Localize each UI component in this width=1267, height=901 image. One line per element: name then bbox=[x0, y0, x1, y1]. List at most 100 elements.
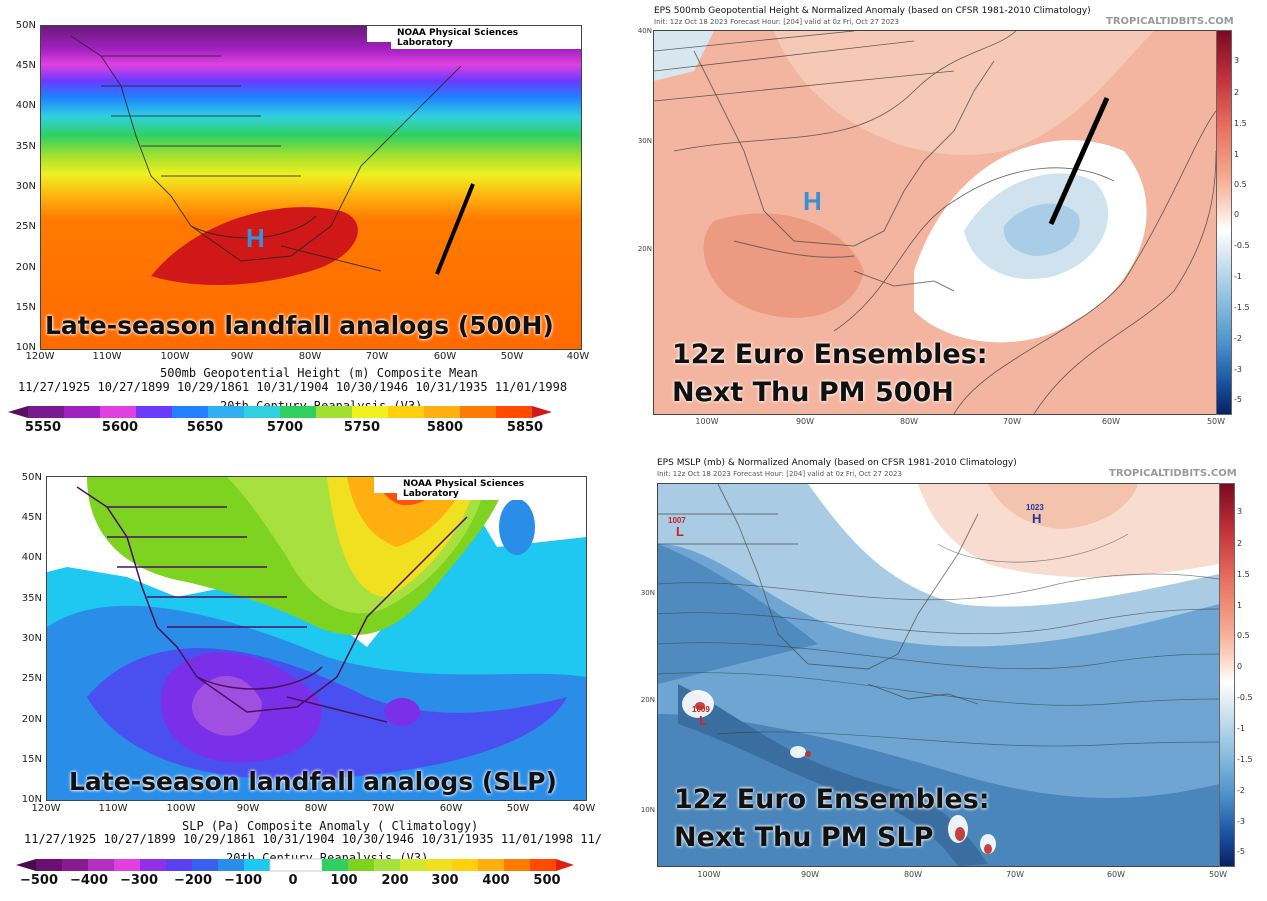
y-tick: 20N bbox=[21, 714, 42, 725]
y-tick: 50N bbox=[21, 472, 42, 483]
height-contours bbox=[41, 26, 581, 349]
map-header: EPS 500mb Geopotential Height & Normaliz… bbox=[654, 6, 1091, 16]
map-eps-mslp: 1023 H 1007 L 1009 L 12z Euro Ensembles:… bbox=[657, 483, 1220, 867]
x-tick: 60W bbox=[1101, 417, 1121, 426]
mslp-anomaly-field bbox=[658, 484, 1219, 866]
height-anomaly-field bbox=[654, 31, 1216, 414]
y-tick: 20N bbox=[640, 696, 655, 704]
caption-dates: 11/27/1925 10/27/1899 10/29/1861 10/31/1… bbox=[24, 832, 602, 846]
slp-anomaly-field bbox=[47, 477, 586, 800]
overlay-line-1: 12z Euro Ensembles: bbox=[674, 784, 990, 815]
x-tick: 110W bbox=[98, 803, 128, 814]
colorbar-500h bbox=[8, 406, 552, 418]
high-pressure-marker: H bbox=[803, 186, 822, 216]
x-tick: 50W bbox=[1206, 417, 1226, 426]
vbar-tick: 1.5 bbox=[1237, 570, 1250, 579]
vbar-tick: 1 bbox=[1234, 150, 1240, 159]
vbar-tick: -3 bbox=[1237, 817, 1245, 826]
colorbar-tick: 0 bbox=[288, 873, 298, 888]
x-tick: 50W bbox=[1208, 870, 1228, 879]
overlay-line-1: 12z Euro Ensembles: bbox=[672, 339, 988, 370]
high-pressure-value: 1023 bbox=[1026, 503, 1044, 512]
y-tick: 10N bbox=[640, 806, 655, 814]
x-tick: 90W bbox=[795, 417, 815, 426]
brand-label: TROPICALTIDBITS.COM bbox=[1109, 468, 1237, 479]
vbar-tick: -1 bbox=[1237, 724, 1245, 733]
colorbar-tick: 200 bbox=[381, 873, 409, 888]
y-tick: 45N bbox=[21, 512, 42, 523]
credit-label: NOAA Physical Sciences Laboratory bbox=[391, 27, 581, 49]
x-tick: 90W bbox=[230, 351, 254, 362]
colorbar-tick: 5700 bbox=[266, 420, 304, 435]
low-pressure-value: 1009 bbox=[692, 705, 710, 714]
x-tick: 80W bbox=[304, 803, 328, 814]
colorbar-tick: 500 bbox=[533, 873, 561, 888]
y-tick: 15N bbox=[15, 302, 36, 313]
vbar-tick: -5 bbox=[1237, 847, 1245, 856]
x-tick: 60W bbox=[1106, 870, 1126, 879]
caption-variable: 500mb Geopotential Height (m) Composite … bbox=[160, 366, 478, 380]
y-tick: 35N bbox=[21, 593, 42, 604]
vbar-tick: 0 bbox=[1237, 662, 1243, 671]
x-tick: 50W bbox=[500, 351, 524, 362]
colorbar-slp bbox=[16, 858, 574, 872]
colorbar-tick: 5550 bbox=[24, 420, 62, 435]
x-tick: 40W bbox=[572, 803, 596, 814]
vbar-tick: 3 bbox=[1234, 56, 1240, 65]
vertical-colorbar bbox=[1219, 483, 1235, 867]
overlay-line-2: Next Thu PM SLP bbox=[674, 822, 934, 853]
vbar-tick: 0.5 bbox=[1237, 631, 1250, 640]
y-tick: 20N bbox=[15, 262, 36, 273]
colorbar-tick: 5650 bbox=[186, 420, 224, 435]
vbar-tick: 3 bbox=[1237, 507, 1243, 516]
colorbar-tick: 5800 bbox=[426, 420, 464, 435]
y-tick: 35N bbox=[15, 141, 36, 152]
vertical-colorbar bbox=[1216, 30, 1232, 415]
low-pressure-marker: L bbox=[676, 524, 684, 539]
vbar-tick: -5 bbox=[1234, 395, 1242, 404]
caption-variable: SLP (Pa) Composite Anomaly ( Climatology… bbox=[182, 819, 479, 833]
x-tick: 60W bbox=[433, 351, 457, 362]
x-tick: 50W bbox=[506, 803, 530, 814]
x-tick: 90W bbox=[236, 803, 260, 814]
vbar-tick: -0.5 bbox=[1234, 241, 1250, 250]
vbar-tick: -1.5 bbox=[1234, 303, 1250, 312]
y-tick: 40N bbox=[21, 552, 42, 563]
x-tick: 70W bbox=[365, 351, 389, 362]
overlay-title: Late-season landfall analogs (SLP) bbox=[69, 767, 557, 796]
colorbar-tick: 5750 bbox=[343, 420, 381, 435]
map-header: EPS MSLP (mb) & Normalized Anomaly (base… bbox=[657, 458, 1017, 468]
y-tick: 15N bbox=[21, 754, 42, 765]
vbar-tick: 0 bbox=[1234, 210, 1240, 219]
y-tick: 10N bbox=[21, 794, 42, 805]
map-subheader: Init: 12z Oct 18 2023 Forecast Hour: [20… bbox=[654, 18, 899, 26]
credit-label: NOAA Physical Sciences Laboratory bbox=[397, 478, 586, 500]
colorbar-tick: 100 bbox=[330, 873, 358, 888]
panel-500h-analogs: NOAA Physical Sciences Laboratory H Late… bbox=[0, 0, 620, 440]
x-tick: 80W bbox=[298, 351, 322, 362]
high-pressure-marker: H bbox=[246, 223, 265, 253]
brand-label: TROPICALTIDBITS.COM bbox=[1106, 16, 1234, 27]
x-tick: 100W bbox=[695, 417, 719, 426]
x-tick: 100W bbox=[697, 870, 721, 879]
map-eps-500h: H 12z Euro Ensembles: Next Thu PM 500H bbox=[653, 30, 1217, 415]
vbar-tick: 1 bbox=[1237, 601, 1243, 610]
overlay-title: Late-season landfall analogs (500H) bbox=[45, 311, 554, 340]
colorbar-tick: 5600 bbox=[101, 420, 139, 435]
vbar-tick: -2 bbox=[1237, 786, 1245, 795]
x-tick: 60W bbox=[439, 803, 463, 814]
colorbar-tick: 400 bbox=[482, 873, 510, 888]
y-tick: 30N bbox=[640, 589, 655, 597]
vbar-tick: 2 bbox=[1237, 539, 1243, 548]
x-tick: 70W bbox=[371, 803, 395, 814]
y-tick: 30N bbox=[15, 181, 36, 192]
colorbar-tick: −500 bbox=[19, 873, 59, 888]
vbar-tick: 0.5 bbox=[1234, 180, 1247, 189]
x-tick: 120W bbox=[31, 803, 61, 814]
y-tick: 20N bbox=[637, 245, 652, 253]
y-tick: 25N bbox=[21, 673, 42, 684]
track-line bbox=[1048, 96, 1110, 226]
colorbar-tick: −200 bbox=[173, 873, 213, 888]
x-tick: 70W bbox=[1002, 417, 1022, 426]
vbar-tick: -1 bbox=[1234, 272, 1242, 281]
